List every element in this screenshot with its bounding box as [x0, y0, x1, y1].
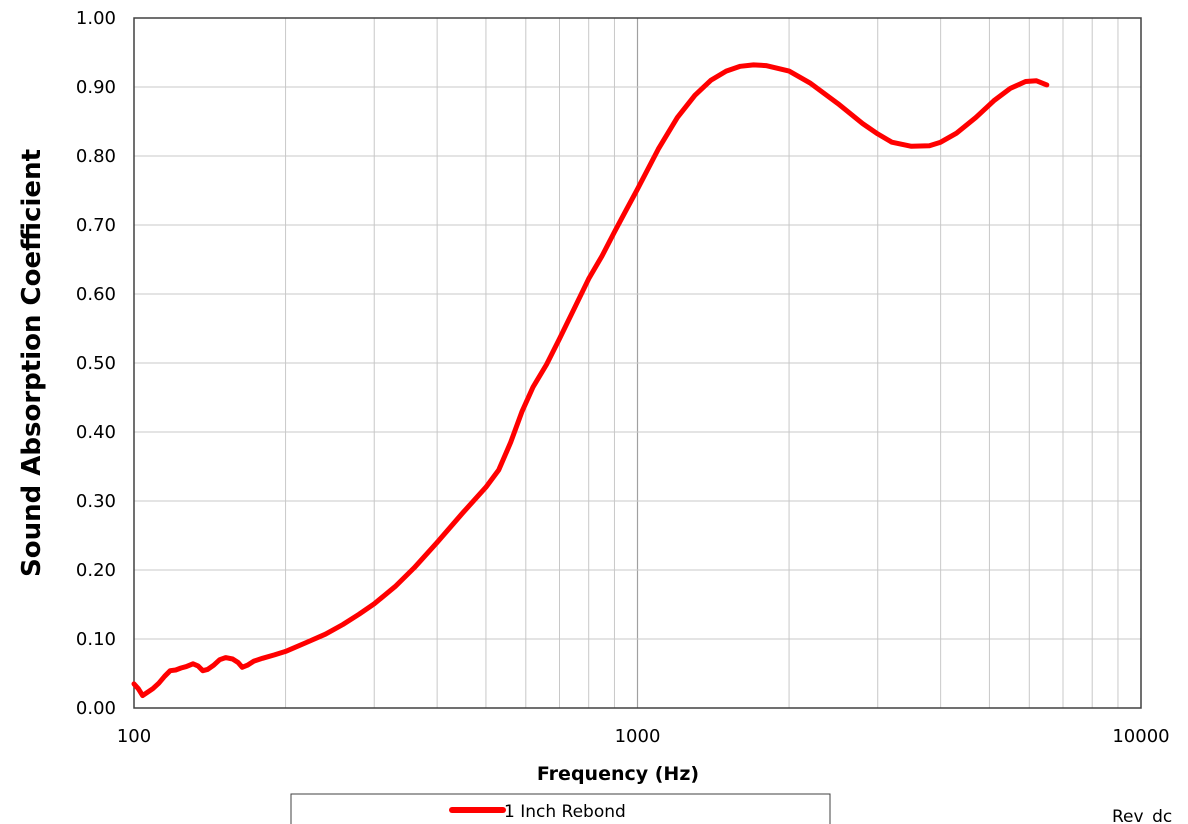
- series-line: [131, 62, 1050, 699]
- x-axis-title: Frequency (Hz): [537, 763, 699, 785]
- footer-text: Rev_dc: [1112, 807, 1172, 824]
- y-tick-label: 0.30: [76, 491, 116, 512]
- y-tick-label: 0.90: [76, 77, 116, 98]
- y-tick-label: 1.00: [76, 8, 116, 29]
- legend-label: 1 Inch Rebond: [504, 802, 626, 822]
- series-layer: [131, 62, 1050, 699]
- x-tick-label: 100: [117, 726, 151, 747]
- y-tick-label: 0.00: [76, 698, 116, 719]
- plot-border: [133, 17, 1142, 709]
- legend-box: [290, 793, 831, 824]
- y-tick-label: 0.20: [76, 560, 116, 581]
- y-tick-label: 0.60: [76, 284, 116, 305]
- y-tick-label: 0.80: [76, 146, 116, 167]
- x-tick-label: 1000: [615, 726, 661, 747]
- y-axis-title: Sound Absorption Coefficient: [17, 149, 47, 577]
- grid: [134, 18, 1141, 708]
- y-tick-label: 0.10: [76, 629, 116, 650]
- x-tick-labels: 100 1000 10000: [117, 726, 1170, 747]
- y-tick-labels: 0.00 0.10 0.20 0.30 0.40 0.50 0.60 0.70 0.80 0.90…: [76, 8, 116, 719]
- x-tick-label: 10000: [1112, 726, 1169, 747]
- legend: 1 Inch Rebond: [290, 793, 831, 824]
- y-tick-label: 0.40: [76, 422, 116, 443]
- y-tick-label: 0.70: [76, 215, 116, 236]
- y-tick-label: 0.50: [76, 353, 116, 374]
